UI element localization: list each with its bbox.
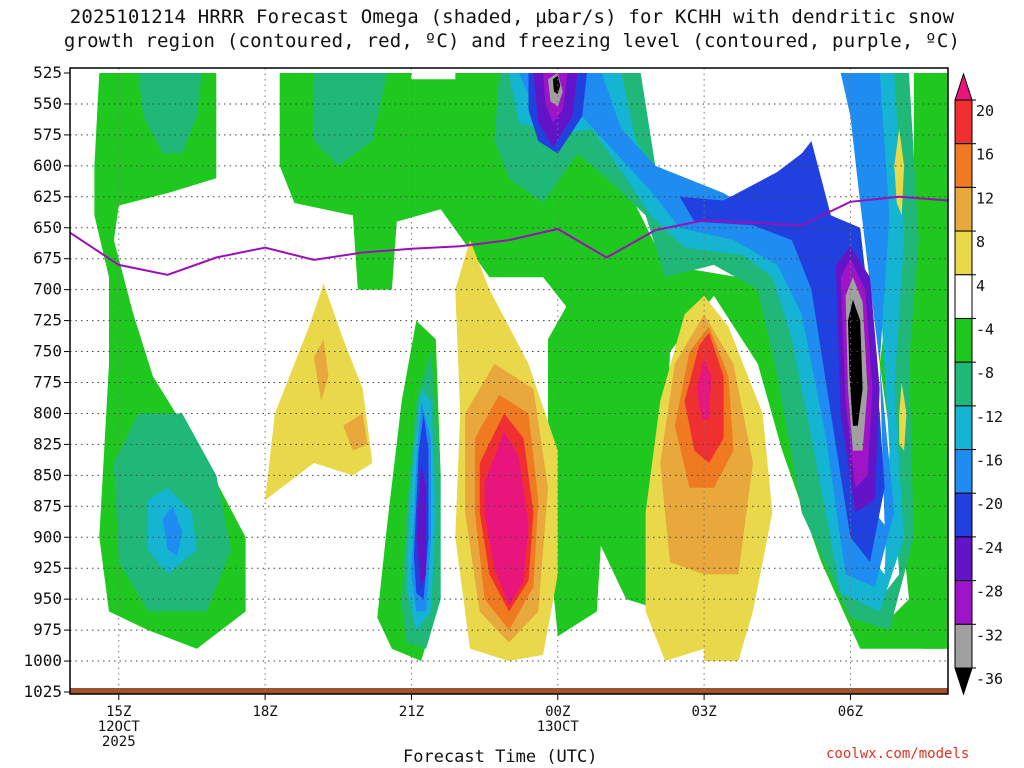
- colorbar-label: -36: [976, 670, 1003, 688]
- y-tick-label: 725: [33, 311, 62, 330]
- colorbar-segment: [954, 623, 973, 669]
- x-tick-label: 12OCT: [98, 719, 141, 735]
- chart-title-line-2: growth region (contoured, red, ºC) and f…: [63, 30, 961, 52]
- colorbar-label: 4: [976, 277, 985, 295]
- x-tick-label: 15Z: [106, 704, 131, 720]
- y-tick-label: 800: [33, 403, 62, 422]
- y-tick-label: 1025: [23, 682, 62, 701]
- omega-region-east-teal: [494, 73, 919, 631]
- colorbar-label: 8: [976, 233, 985, 251]
- colorbar-segment: [954, 580, 973, 625]
- plot-frame: [69, 67, 949, 695]
- omega-region-03z-pink: [696, 357, 712, 420]
- y-tick-label: 775: [33, 373, 62, 392]
- x-tick-label: 06Z: [838, 704, 863, 720]
- x-tick-label: 21Z: [399, 704, 424, 720]
- y-tick-label: 1000: [23, 651, 62, 670]
- colorbar-segment: [954, 143, 973, 188]
- colorbar-label: -24: [976, 539, 1003, 557]
- x-tick-label: 2025: [102, 734, 136, 750]
- x-tick-label: 18Z: [252, 704, 277, 720]
- omega-region-center-green-column: [548, 295, 607, 637]
- omega-region-21z-purple: [416, 463, 427, 587]
- colorbar-segment: [954, 186, 973, 232]
- y-tick-label: 950: [33, 589, 62, 608]
- omega-region-07z-yellow-1: [894, 128, 905, 216]
- colorbar-segment: [954, 449, 973, 494]
- x-axis-title: Forecast Time (UTC): [403, 747, 598, 767]
- colorbar-label: -12: [976, 408, 1003, 426]
- colorbar-label: -4: [976, 320, 994, 338]
- x-tick-label: 13OCT: [537, 719, 580, 735]
- y-tick-label: 675: [33, 249, 62, 268]
- colorbar-segment: [954, 274, 973, 319]
- y-tick-label: 825: [33, 434, 62, 453]
- y-tick-label: 925: [33, 558, 62, 577]
- colorbar-label: -28: [976, 583, 1003, 601]
- y-tick-label: 525: [33, 63, 62, 82]
- y-tick-label: 875: [33, 496, 62, 515]
- colorbar-label: 16: [976, 146, 994, 164]
- y-tick-label: 900: [33, 527, 62, 546]
- colorbar-segment: [954, 317, 973, 363]
- y-tick-label: 550: [33, 94, 62, 113]
- colorbar-segment: [954, 536, 973, 582]
- omega-region-upper-teal: [313, 73, 388, 166]
- omega-region-00z-pink: [484, 432, 529, 606]
- y-tick-label: 700: [33, 280, 62, 299]
- colorbar-label: -16: [976, 452, 1003, 470]
- x-tick-label: 00Z: [545, 704, 570, 720]
- colorbar-cap-bottom: [954, 667, 973, 696]
- y-tick-label: 975: [33, 620, 62, 639]
- omega-region-west-blue-core: [162, 506, 183, 556]
- chart-title-line-1: 2025101214 HRRR Forecast Omega (shaded, …: [69, 6, 955, 28]
- colorbar-label: 20: [976, 102, 994, 120]
- colorbar: 20 16 12 8 4 -4 -8 -12 -16 -20 -24 -28 -32 -36: [954, 72, 1003, 696]
- freezing-level-line: [70, 195, 948, 276]
- colorbar-segment: [954, 405, 973, 451]
- colorbar-segment: [954, 230, 973, 276]
- colorbar-segment: [954, 361, 973, 407]
- omega-region-upper-green: [279, 73, 948, 649]
- colorbar-label: -20: [976, 495, 1003, 513]
- colorbar-segment: [954, 492, 973, 538]
- omega-region-19z-orange: [313, 339, 329, 402]
- gridlines: [70, 68, 948, 694]
- colorbar-label: -8: [976, 364, 994, 382]
- ground-surface: [70, 688, 948, 694]
- y-tick-label: 850: [33, 465, 62, 484]
- credit-link[interactable]: coolwx.com/models: [826, 746, 970, 762]
- y-tick-label: 750: [33, 342, 62, 361]
- omega-region-19z-yellow: [265, 283, 373, 501]
- omega-region-aloft-black: [552, 75, 561, 94]
- freezing-level-contour: [70, 195, 948, 276]
- omega-region-east-darkblue-band: [679, 141, 885, 562]
- omega-shading: [70, 73, 948, 694]
- y-tick-label: 600: [33, 156, 62, 175]
- plot-border: [69, 67, 949, 695]
- omega-region-east-green-tail: [913, 73, 948, 649]
- colorbar-label: -32: [976, 626, 1003, 644]
- colorbar-cap-top: [954, 72, 973, 101]
- y-axis: 525 550 575 600 625 650 675 700 725 750 775 800 825 8…: [23, 63, 70, 701]
- y-tick-label: 575: [33, 125, 62, 144]
- y-tick-label: 625: [33, 187, 62, 206]
- omega-region-06z-black: [848, 299, 863, 426]
- omega-region-20z-orange: [343, 413, 368, 451]
- colorbar-segment: [954, 99, 973, 145]
- omega-region-07z-yellow-2: [899, 382, 907, 451]
- omega-region-west-teal-upper: [138, 73, 202, 154]
- x-tick-label: 03Z: [691, 704, 716, 720]
- colorbar-label: 12: [976, 189, 994, 207]
- y-tick-label: 650: [33, 218, 62, 237]
